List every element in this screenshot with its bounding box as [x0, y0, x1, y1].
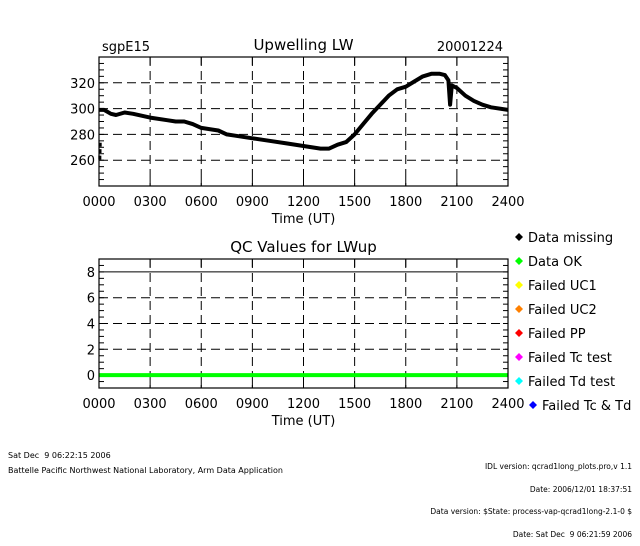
y-tick-label: 280: [70, 128, 95, 143]
y-tick-label: 8: [87, 266, 95, 281]
chart-title: QC Values for LWup: [230, 238, 377, 256]
legend-marker-icon: [515, 353, 523, 361]
legend-label: Failed UC2: [528, 303, 597, 318]
x-tick-label: 1200: [287, 195, 320, 210]
x-tick-label: 0000: [82, 397, 115, 412]
x-tick-label: 1500: [338, 195, 371, 210]
x-tick-label: 0900: [236, 195, 269, 210]
x-tick-label: 0600: [185, 397, 218, 412]
plot-frame: [98, 56, 509, 187]
plot-frame: [98, 258, 509, 389]
legend-marker-icon: [515, 281, 523, 289]
chart-canvas: 0000 0300 0600 0900 1200 1500 1800 2100 24002602…: [70, 36, 631, 429]
x-tick-label: 0300: [134, 397, 167, 412]
footer-run-date: Sat Dec 9 06:22:15 2006: [8, 451, 111, 460]
chart-title: Upwelling LW: [253, 36, 353, 54]
x-tick-label: 2100: [440, 397, 473, 412]
x-axis-label: Time (UT): [271, 414, 336, 429]
x-tick-label: 1200: [287, 397, 320, 412]
footer-version: IDL version: qcrad1long_plots.pro,v 1.1 …: [430, 448, 632, 546]
footer-idl-version: IDL version: qcrad1long_plots.pro,v 1.1: [484, 462, 632, 471]
y-tick-label: 6: [87, 292, 95, 307]
legend-marker-icon: [515, 233, 523, 241]
footer-org: Battelle Pacific Northwest National Labo…: [8, 466, 283, 475]
legend-label: Failed Tc test: [528, 351, 612, 366]
x-tick-label: 2100: [440, 195, 473, 210]
y-tick-label: 2: [87, 343, 95, 358]
legend-marker-icon: [515, 329, 523, 337]
plot-panel-1: 0000 0300 0600 0900 1200 1500 1800 2100 2400 0 2 4 6…: [82, 238, 524, 429]
x-tick-label: 1800: [389, 397, 422, 412]
y-tick-label: 0: [87, 369, 95, 384]
date-label: 20001224: [437, 40, 503, 55]
legend-label: Failed Td test: [528, 375, 615, 390]
x-tick-label: 0300: [134, 195, 167, 210]
data-missing-point: [98, 155, 102, 160]
y-tick-label: 4: [87, 318, 95, 333]
site-label: sgpE15: [102, 40, 150, 55]
legend-label: Failed Tc & Td: [542, 399, 631, 414]
legend-label: Failed PP: [528, 327, 586, 342]
legend-marker-icon: [529, 401, 537, 409]
y-tick-label: 320: [70, 77, 95, 92]
data-missing-point: [98, 142, 102, 147]
footer-data-version: Data version: $State: process-vap-qcrad1…: [430, 507, 632, 516]
x-tick-label: 2400: [491, 397, 524, 412]
legend-label: Data missing: [528, 231, 613, 246]
footer-idl-date: Date: 2006/12/01 18:37:51: [529, 484, 632, 494]
legend-label: Failed UC1: [528, 279, 597, 294]
legend-marker-icon: [515, 377, 523, 385]
x-tick-label: 0000: [82, 195, 115, 210]
legend-marker-icon: [515, 257, 523, 265]
legend: Data missing Data OK Failed UC1 Failed UC2 F…: [515, 231, 631, 414]
x-tick-label: 0900: [236, 397, 269, 412]
x-tick-label: 1800: [389, 195, 422, 210]
x-tick-label: 2400: [491, 195, 524, 210]
series-line-upwelling-lw: [99, 71, 509, 151]
data-missing-point: [98, 149, 102, 154]
plot-panel-0: 0000 0300 0600 0900 1200 1500 1800 2100 2400 260 2…: [70, 36, 524, 227]
y-tick-label: 260: [70, 154, 95, 169]
legend-label: Data OK: [528, 255, 582, 270]
x-tick-label: 0600: [185, 195, 218, 210]
y-tick-label: 300: [70, 103, 95, 118]
x-axis-label: Time (UT): [271, 212, 336, 227]
x-tick-label: 1500: [338, 397, 371, 412]
footer-data-date: Date: Sat Dec 9 06:21:59 2006: [512, 529, 632, 539]
legend-marker-icon: [515, 305, 523, 313]
